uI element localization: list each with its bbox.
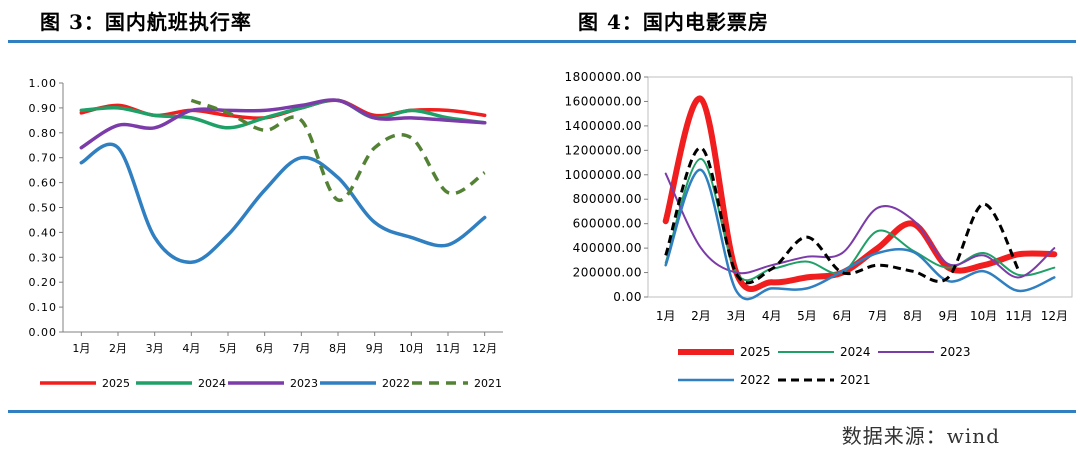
- x-tick-label: 4月: [762, 309, 782, 323]
- x-tick-label: 4月: [182, 342, 200, 355]
- x-tick-label: 10月: [970, 309, 997, 323]
- y-tick-label: 800000.00: [573, 192, 642, 206]
- legend-label-2023: 2023: [290, 377, 318, 390]
- x-tick-label: 3月: [727, 309, 747, 323]
- legend-label-2025: 2025: [740, 345, 771, 359]
- y-tick-label: 0.70: [29, 152, 58, 165]
- x-tick-label: 6月: [256, 342, 274, 355]
- figure-3-title: 图 3：国内航班执行率: [40, 10, 252, 34]
- x-tick-label: 7月: [868, 309, 888, 323]
- series-line-2021: [190, 98, 486, 202]
- legend-label-2025: 2025: [102, 377, 130, 390]
- y-tick-label: 0.50: [29, 202, 58, 215]
- x-tick-label: 12月: [1041, 309, 1068, 323]
- legend-label-2023: 2023: [940, 345, 971, 359]
- legend-label-2021: 2021: [840, 373, 871, 387]
- y-tick-label: 1600000.00: [564, 94, 642, 108]
- y-tick-label: 1000000.00: [564, 168, 642, 182]
- x-tick-label: 1月: [656, 309, 676, 323]
- y-tick-label: 600000.00: [573, 217, 642, 231]
- legend-label-2024: 2024: [840, 345, 871, 359]
- series-line-2024: [79, 98, 487, 130]
- x-tick-label: 2月: [691, 309, 711, 323]
- figure-4-title: 图 4：国内电影票房: [578, 10, 769, 34]
- data-source: 数据来源：wind: [841, 424, 1000, 448]
- x-tick-label: 3月: [146, 342, 164, 355]
- y-tick-label: 0.10: [29, 301, 58, 314]
- y-tick-label: 1.00: [29, 77, 58, 90]
- y-tick-label: 0.00: [613, 290, 642, 304]
- x-tick-label: 8月: [329, 342, 347, 355]
- x-tick-label: 11月: [1005, 309, 1032, 323]
- movie-box-office-chart: 0.00 200000.00 400000.00 600000.00 800000.00…: [564, 70, 1073, 387]
- y-tick-label: 0.90: [29, 102, 58, 115]
- y-tick-label: 1200000.00: [564, 143, 642, 157]
- x-tick-label: 2月: [109, 342, 127, 355]
- top-divider: [8, 40, 1076, 43]
- x-tick-label: 5月: [797, 309, 817, 323]
- x-tick-label: 10月: [399, 342, 424, 355]
- y-tick-label: 200000.00: [573, 266, 642, 280]
- y-tick-label: 0.40: [29, 226, 58, 239]
- y-tick-label: 0.20: [29, 276, 58, 289]
- plot-frame: [647, 76, 1073, 298]
- y-tick-label: 0.30: [29, 251, 58, 264]
- legend-label-2022: 2022: [382, 377, 410, 390]
- legend-label-2021: 2021: [474, 377, 502, 390]
- y-tick-label: 0.80: [29, 127, 58, 140]
- legend-label-2024: 2024: [198, 377, 226, 390]
- flight-execution-rate-chart: 0.00 0.10 0.20 0.30 0.40 0.50 0.60 0.70 0.80 0.90…: [29, 77, 503, 390]
- series-line-2022: [79, 142, 487, 265]
- x-tick-label: 9月: [366, 342, 384, 355]
- x-tick-label: 9月: [939, 309, 959, 323]
- x-tick-label: 1月: [72, 342, 90, 355]
- series-line-2023: [79, 98, 487, 150]
- series-line-2022: [664, 168, 1056, 301]
- x-tick-label: 8月: [903, 309, 923, 323]
- series-line-2021: [664, 146, 1021, 285]
- y-tick-label: 1400000.00: [564, 119, 642, 133]
- y-tick-label: 400000.00: [573, 241, 642, 255]
- y-tick-label: 1800000.00: [564, 70, 642, 84]
- bottom-divider: [8, 410, 1076, 413]
- x-tick-label: 11月: [436, 342, 461, 355]
- x-tick-label: 12月: [472, 342, 497, 355]
- series-line-2023: [664, 172, 1056, 279]
- legend-label-2022: 2022: [740, 373, 771, 387]
- x-tick-label: 6月: [833, 309, 853, 323]
- y-tick-label: 0.00: [29, 326, 58, 339]
- y-tick-label: 0.60: [29, 177, 58, 190]
- x-tick-label: 7月: [292, 342, 310, 355]
- x-tick-label: 5月: [219, 342, 237, 355]
